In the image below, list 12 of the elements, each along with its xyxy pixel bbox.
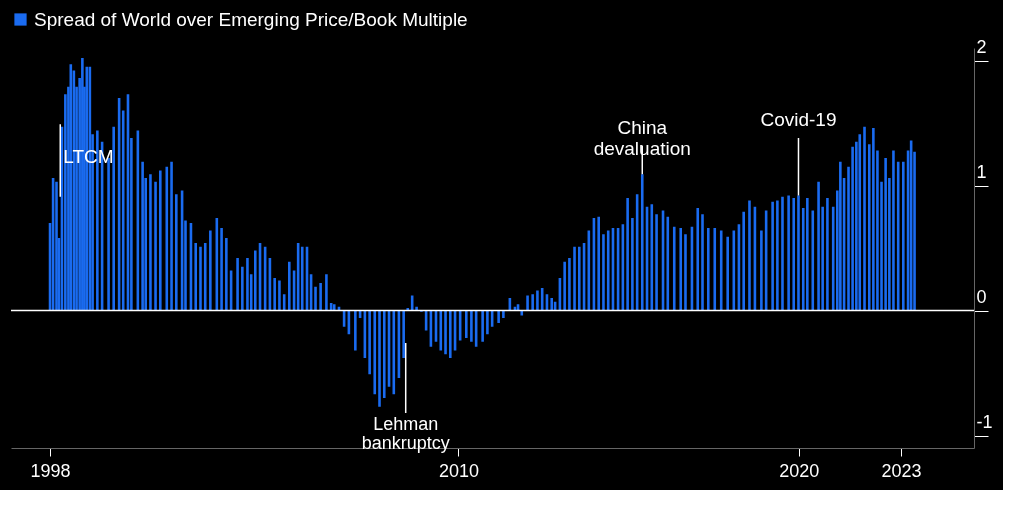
x-tick-label: 2020: [779, 460, 820, 481]
x-tick-label: 2023: [881, 460, 922, 481]
y-tick-label: 1: [976, 162, 987, 182]
annotation: Covid-19: [760, 109, 837, 130]
annotation: China devaluation: [593, 116, 691, 159]
x-tick-label: 2010: [438, 460, 479, 481]
legend-label: Spread of World over Emerging Price/Book Multiple: [34, 8, 468, 30]
x-tick-label: 1998: [30, 460, 71, 481]
y-tick-label: 0: [976, 287, 987, 307]
y-tick-label: 2: [976, 37, 987, 57]
y-tick-label: -1: [976, 412, 993, 432]
annotation: Lehman bankruptcy: [361, 414, 450, 453]
